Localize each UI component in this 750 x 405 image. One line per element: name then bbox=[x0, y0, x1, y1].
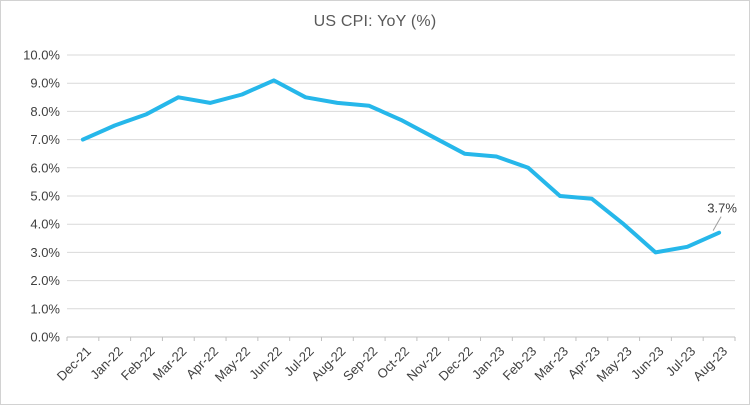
x-tick-label: Aug-23 bbox=[690, 344, 730, 384]
chart-title: US CPI: YoY (%) bbox=[313, 13, 437, 30]
y-tick-label: 9.0% bbox=[30, 76, 60, 91]
y-axis-tick-labels: 0.0% 1.0% 2.0% 3.0% 4.0% 5.0% 6.0% 7.0% 8.0% 9.0%… bbox=[23, 48, 60, 345]
y-tick-label: 1.0% bbox=[30, 301, 60, 316]
x-tick-label: Nov-22 bbox=[404, 344, 444, 384]
x-tick-label: Jan-23 bbox=[469, 344, 508, 383]
x-tick-label: Jun-23 bbox=[628, 344, 667, 383]
y-tick-label: 10.0% bbox=[23, 48, 60, 63]
y-tick-label: 3.0% bbox=[30, 245, 60, 260]
y-tick-label: 7.0% bbox=[30, 132, 60, 147]
x-tick-label: May-22 bbox=[212, 344, 253, 385]
data-label-leader-line bbox=[712, 216, 722, 231]
x-tick-label: Feb-23 bbox=[500, 344, 540, 384]
x-tick-label: Jun-22 bbox=[246, 344, 285, 383]
data-label-group: 3.7% bbox=[707, 201, 737, 231]
cpi-line bbox=[80, 78, 722, 255]
x-tick-label: Feb-22 bbox=[118, 344, 158, 384]
x-tick-label: Mar-23 bbox=[531, 344, 571, 384]
y-tick-label: 0.0% bbox=[30, 330, 60, 345]
last-point-data-label: 3.7% bbox=[707, 201, 737, 216]
x-axis-tick-labels: Dec-21Jan-22Feb-22Mar-22Apr-22May-22Jun-… bbox=[54, 344, 730, 385]
x-tick-label: Dec-22 bbox=[435, 344, 475, 384]
series-line-group bbox=[80, 78, 722, 255]
x-axis bbox=[66, 336, 736, 341]
x-tick-label: Mar-22 bbox=[150, 344, 190, 384]
x-tick-label: Sep-22 bbox=[340, 344, 380, 384]
y-tick-label: 4.0% bbox=[30, 217, 60, 232]
y-tick-label: 8.0% bbox=[30, 104, 60, 119]
y-tick-label: 2.0% bbox=[30, 273, 60, 288]
y-tick-label: 6.0% bbox=[30, 160, 60, 175]
y-tick-label: 5.0% bbox=[30, 189, 60, 204]
x-tick-label: Dec-21 bbox=[54, 344, 94, 384]
x-tick-label: May-23 bbox=[594, 344, 635, 385]
x-tick-label: Jan-22 bbox=[87, 344, 126, 383]
gridlines bbox=[67, 54, 735, 310]
x-tick-label: Aug-22 bbox=[308, 344, 348, 384]
